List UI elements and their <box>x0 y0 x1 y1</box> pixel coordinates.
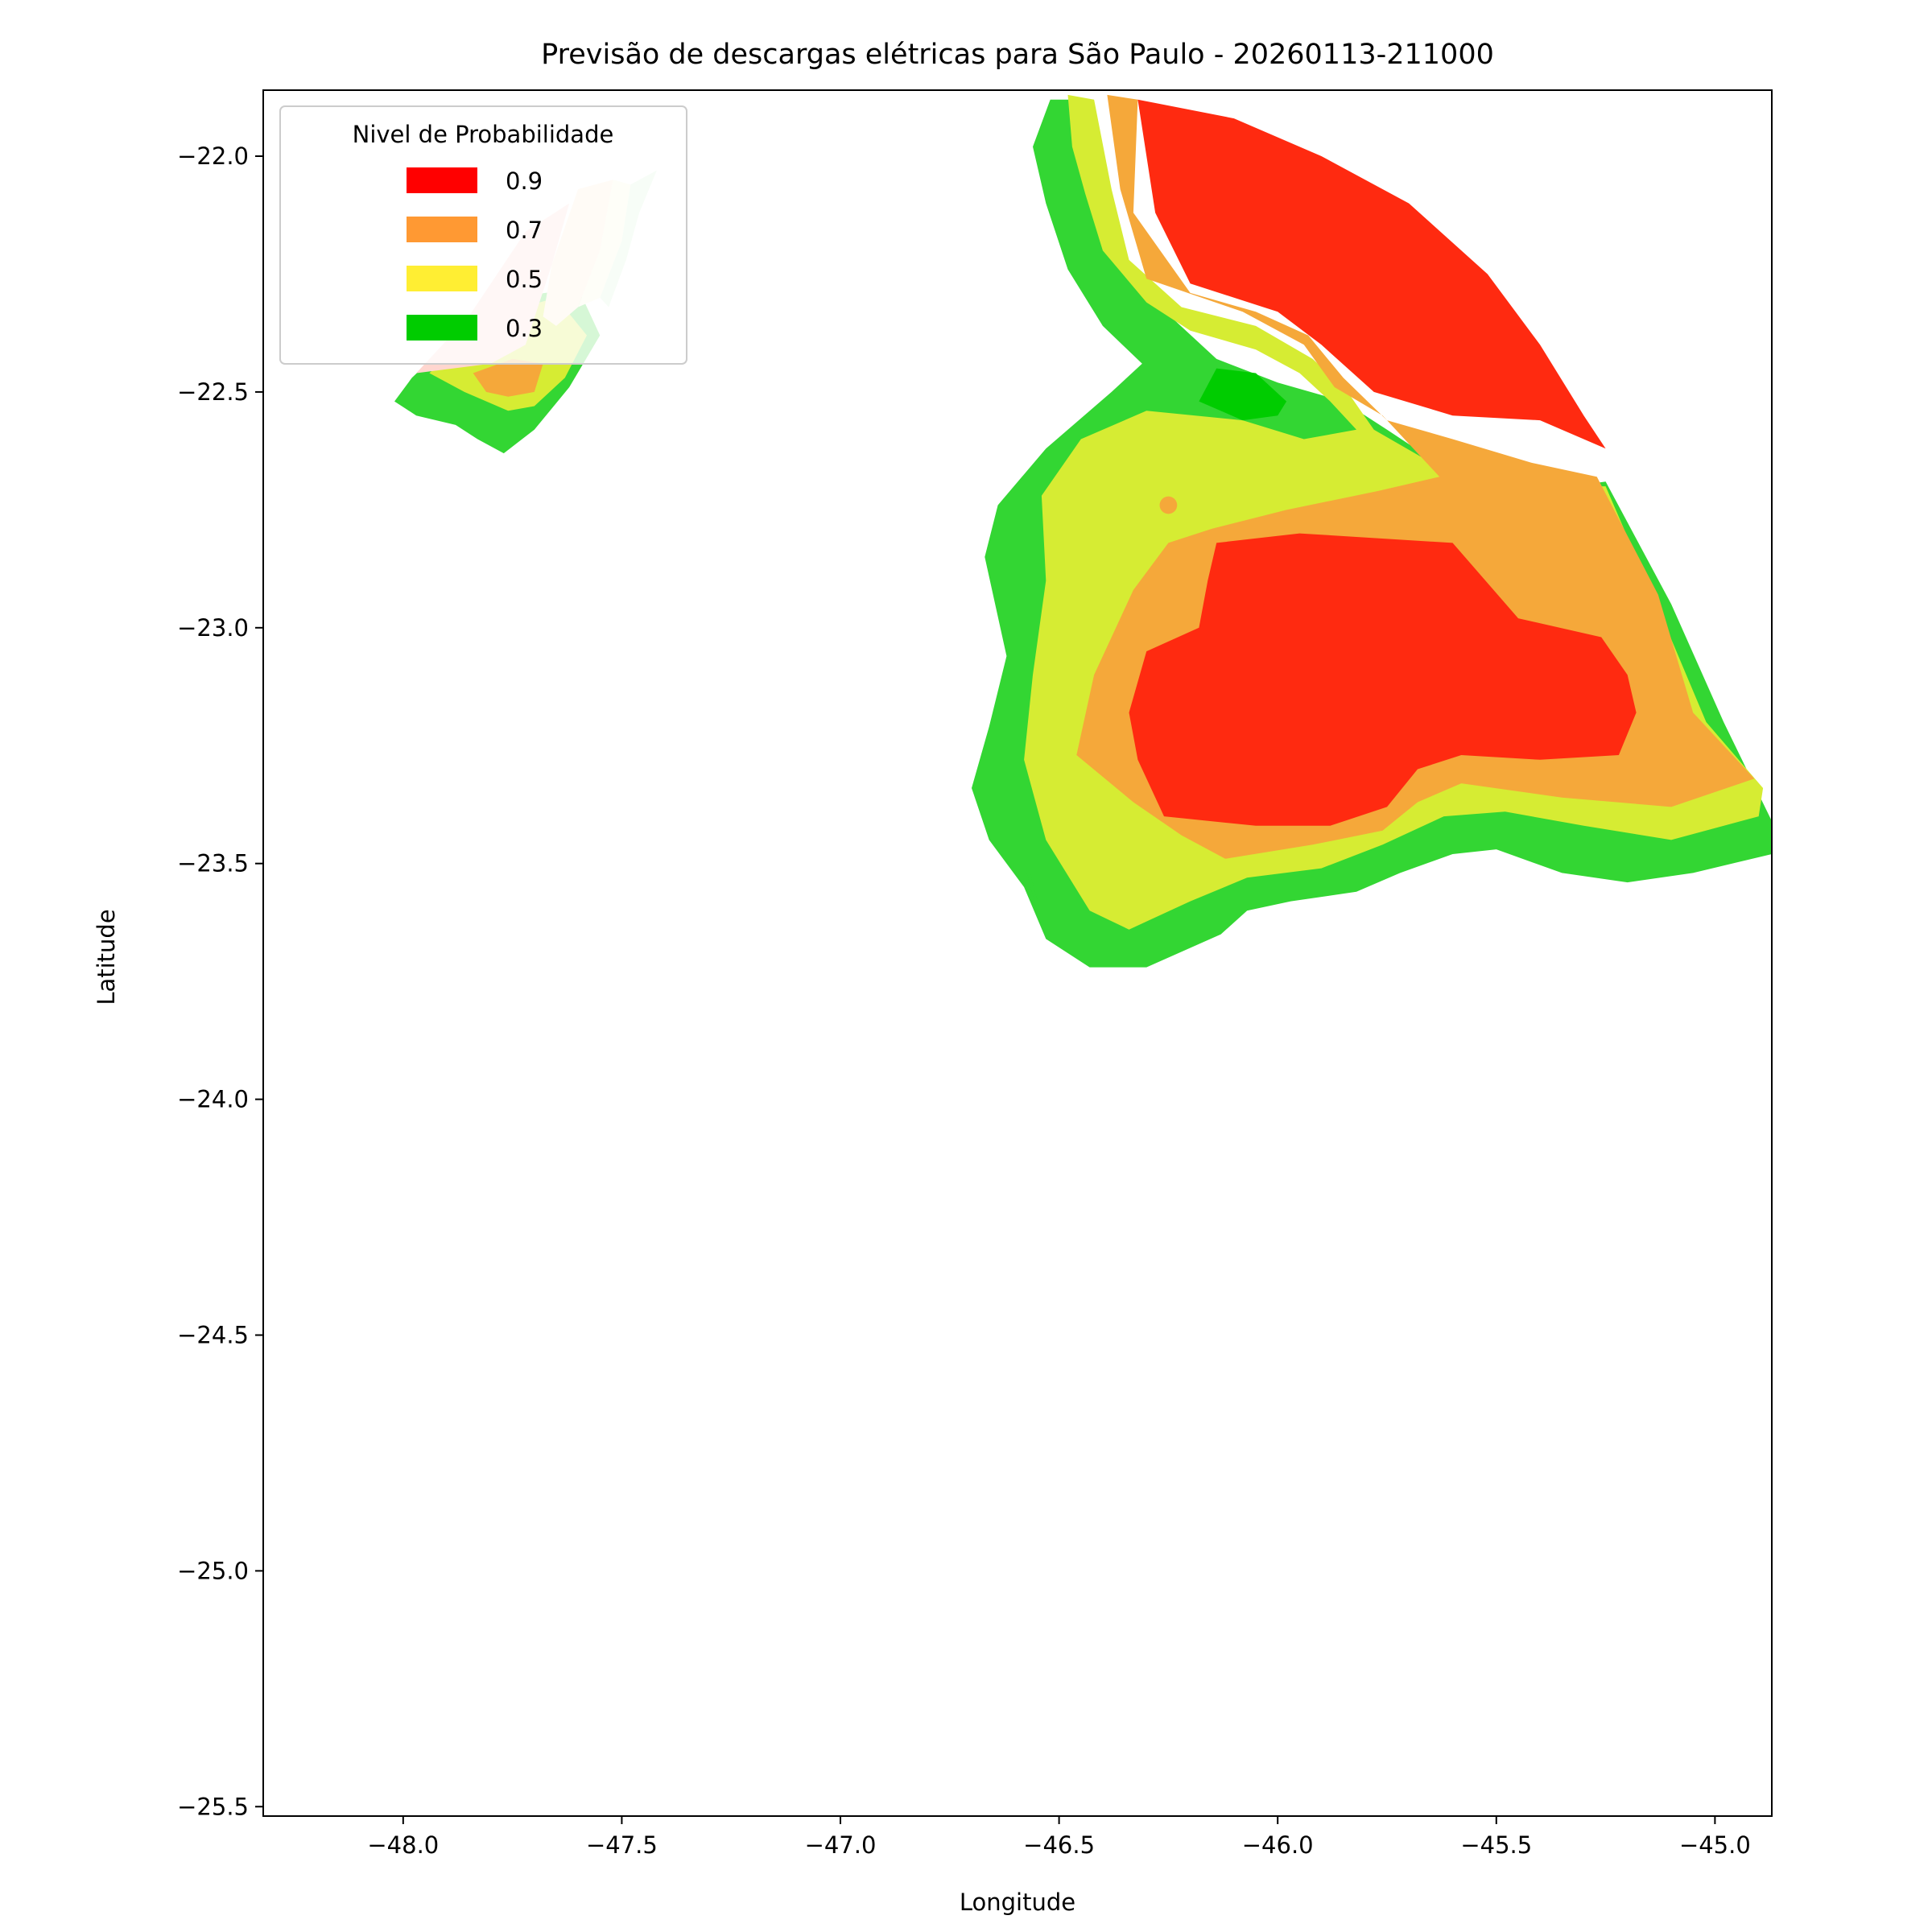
legend-swatch <box>407 266 477 291</box>
green-dash <box>1026 872 1039 906</box>
region-main-09-north <box>1137 99 1606 449</box>
plot-area-frame <box>262 89 1773 1817</box>
legend-swatch <box>407 167 477 193</box>
y-tick-label: −22.5 <box>177 378 249 406</box>
x-tick-label: −46.0 <box>1242 1831 1314 1859</box>
y-tick-label: −23.5 <box>177 850 249 877</box>
x-tick-label: −47.5 <box>586 1831 658 1859</box>
x-tick-label: −45.5 <box>1460 1831 1532 1859</box>
orange-spot <box>1159 496 1178 514</box>
x-tick-label: −45.0 <box>1679 1831 1751 1859</box>
legend-swatch <box>407 217 477 242</box>
y-tick-label: −24.5 <box>177 1321 249 1348</box>
legend-label: 0.7 <box>506 217 543 244</box>
legend: Nivel de Probabilidade 0.9 0.7 0.5 0.3 <box>279 105 687 365</box>
legend-label: 0.3 <box>506 315 543 342</box>
y-tick-label: −25.0 <box>177 1557 249 1584</box>
y-tick-label: −24.0 <box>177 1086 249 1113</box>
x-tick-label: −48.0 <box>367 1831 439 1859</box>
legend-title: Nivel de Probabilidade <box>353 121 614 148</box>
x-tick-label: −46.5 <box>1023 1831 1095 1859</box>
chart-title: Previsão de descargas elétricas para São… <box>541 39 1494 71</box>
y-axis-label: Latitude <box>93 909 120 1005</box>
y-axis: −22.0 −22.5 −23.0 −23.5 −24.0 −24.5 −25.0 −25.5 <box>177 142 263 1820</box>
legend-entries: 0.9 0.7 0.5 0.3 <box>407 167 543 342</box>
x-tick-label: −47.0 <box>805 1831 877 1859</box>
y-tick-label: −22.0 <box>177 142 249 170</box>
x-axis-label: Longitude <box>960 1889 1075 1916</box>
region-west-07 <box>473 358 543 397</box>
legend-swatch <box>407 315 477 341</box>
x-axis: −48.0 −47.5 −47.0 −46.5 −46.0 −45.5 −45.0 <box>367 1816 1751 1859</box>
y-tick-label: −23.0 <box>177 614 249 642</box>
legend-label: 0.5 <box>506 266 543 293</box>
y-tick-label: −25.5 <box>177 1793 249 1820</box>
region-main-09-south <box>1129 533 1637 826</box>
legend-box <box>279 105 687 365</box>
legend-label: 0.9 <box>506 167 543 195</box>
region-main-03-core <box>1199 368 1287 421</box>
